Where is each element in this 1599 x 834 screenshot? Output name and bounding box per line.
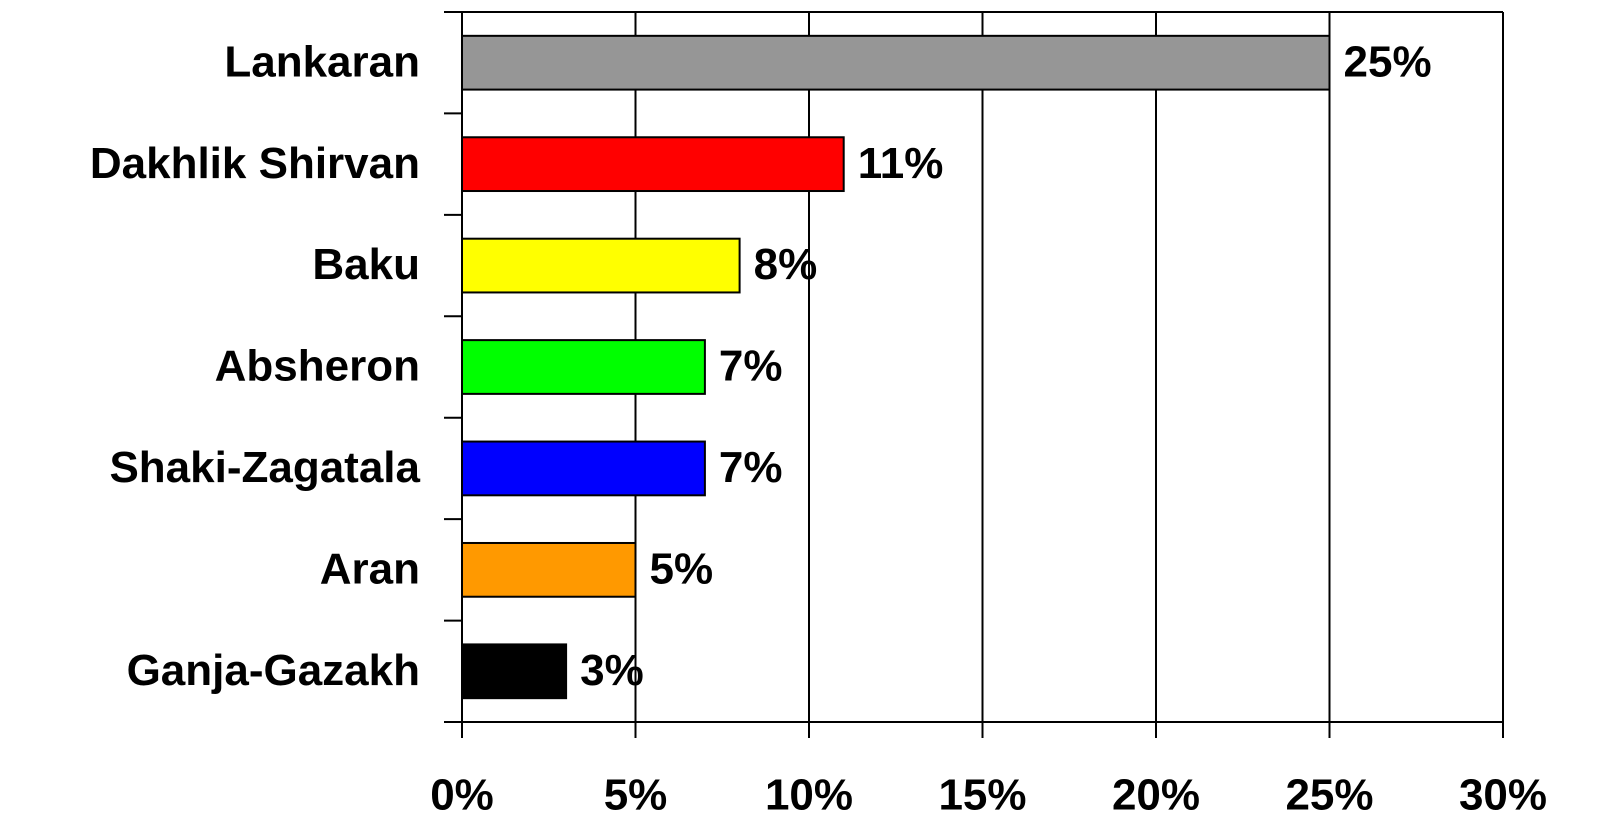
y-tick-label: Aran bbox=[320, 544, 420, 593]
bar bbox=[461, 136, 845, 193]
bar bbox=[461, 339, 706, 395]
data-label: 7% bbox=[719, 342, 783, 391]
bar bbox=[461, 34, 1331, 91]
bar bbox=[461, 237, 741, 294]
bar bbox=[461, 643, 568, 700]
bar bbox=[461, 541, 637, 598]
data-label: 7% bbox=[719, 443, 783, 492]
y-tick-label: Shaki-Zagatala bbox=[109, 443, 420, 492]
x-tick-label: 5% bbox=[604, 771, 668, 820]
data-label: 3% bbox=[580, 646, 644, 695]
data-label: 8% bbox=[754, 240, 818, 289]
y-tick-label: Absheron bbox=[215, 342, 420, 391]
x-tick-label: 25% bbox=[1285, 771, 1373, 820]
data-label: 25% bbox=[1344, 37, 1432, 86]
x-tick-label: 30% bbox=[1459, 771, 1547, 820]
x-tick-label: 10% bbox=[765, 771, 853, 820]
x-tick-label: 0% bbox=[430, 771, 494, 820]
x-tick-label: 20% bbox=[1112, 771, 1200, 820]
y-tick-label: Baku bbox=[312, 240, 420, 289]
y-tick-label: Ganja-Gazakh bbox=[127, 646, 420, 695]
data-label: 11% bbox=[858, 139, 944, 188]
x-tick-label: 15% bbox=[938, 771, 1026, 820]
data-label: 5% bbox=[650, 544, 714, 593]
bar bbox=[461, 440, 706, 497]
y-tick-label: Lankaran bbox=[224, 37, 420, 86]
y-tick-label: Dakhlik Shirvan bbox=[90, 139, 420, 188]
